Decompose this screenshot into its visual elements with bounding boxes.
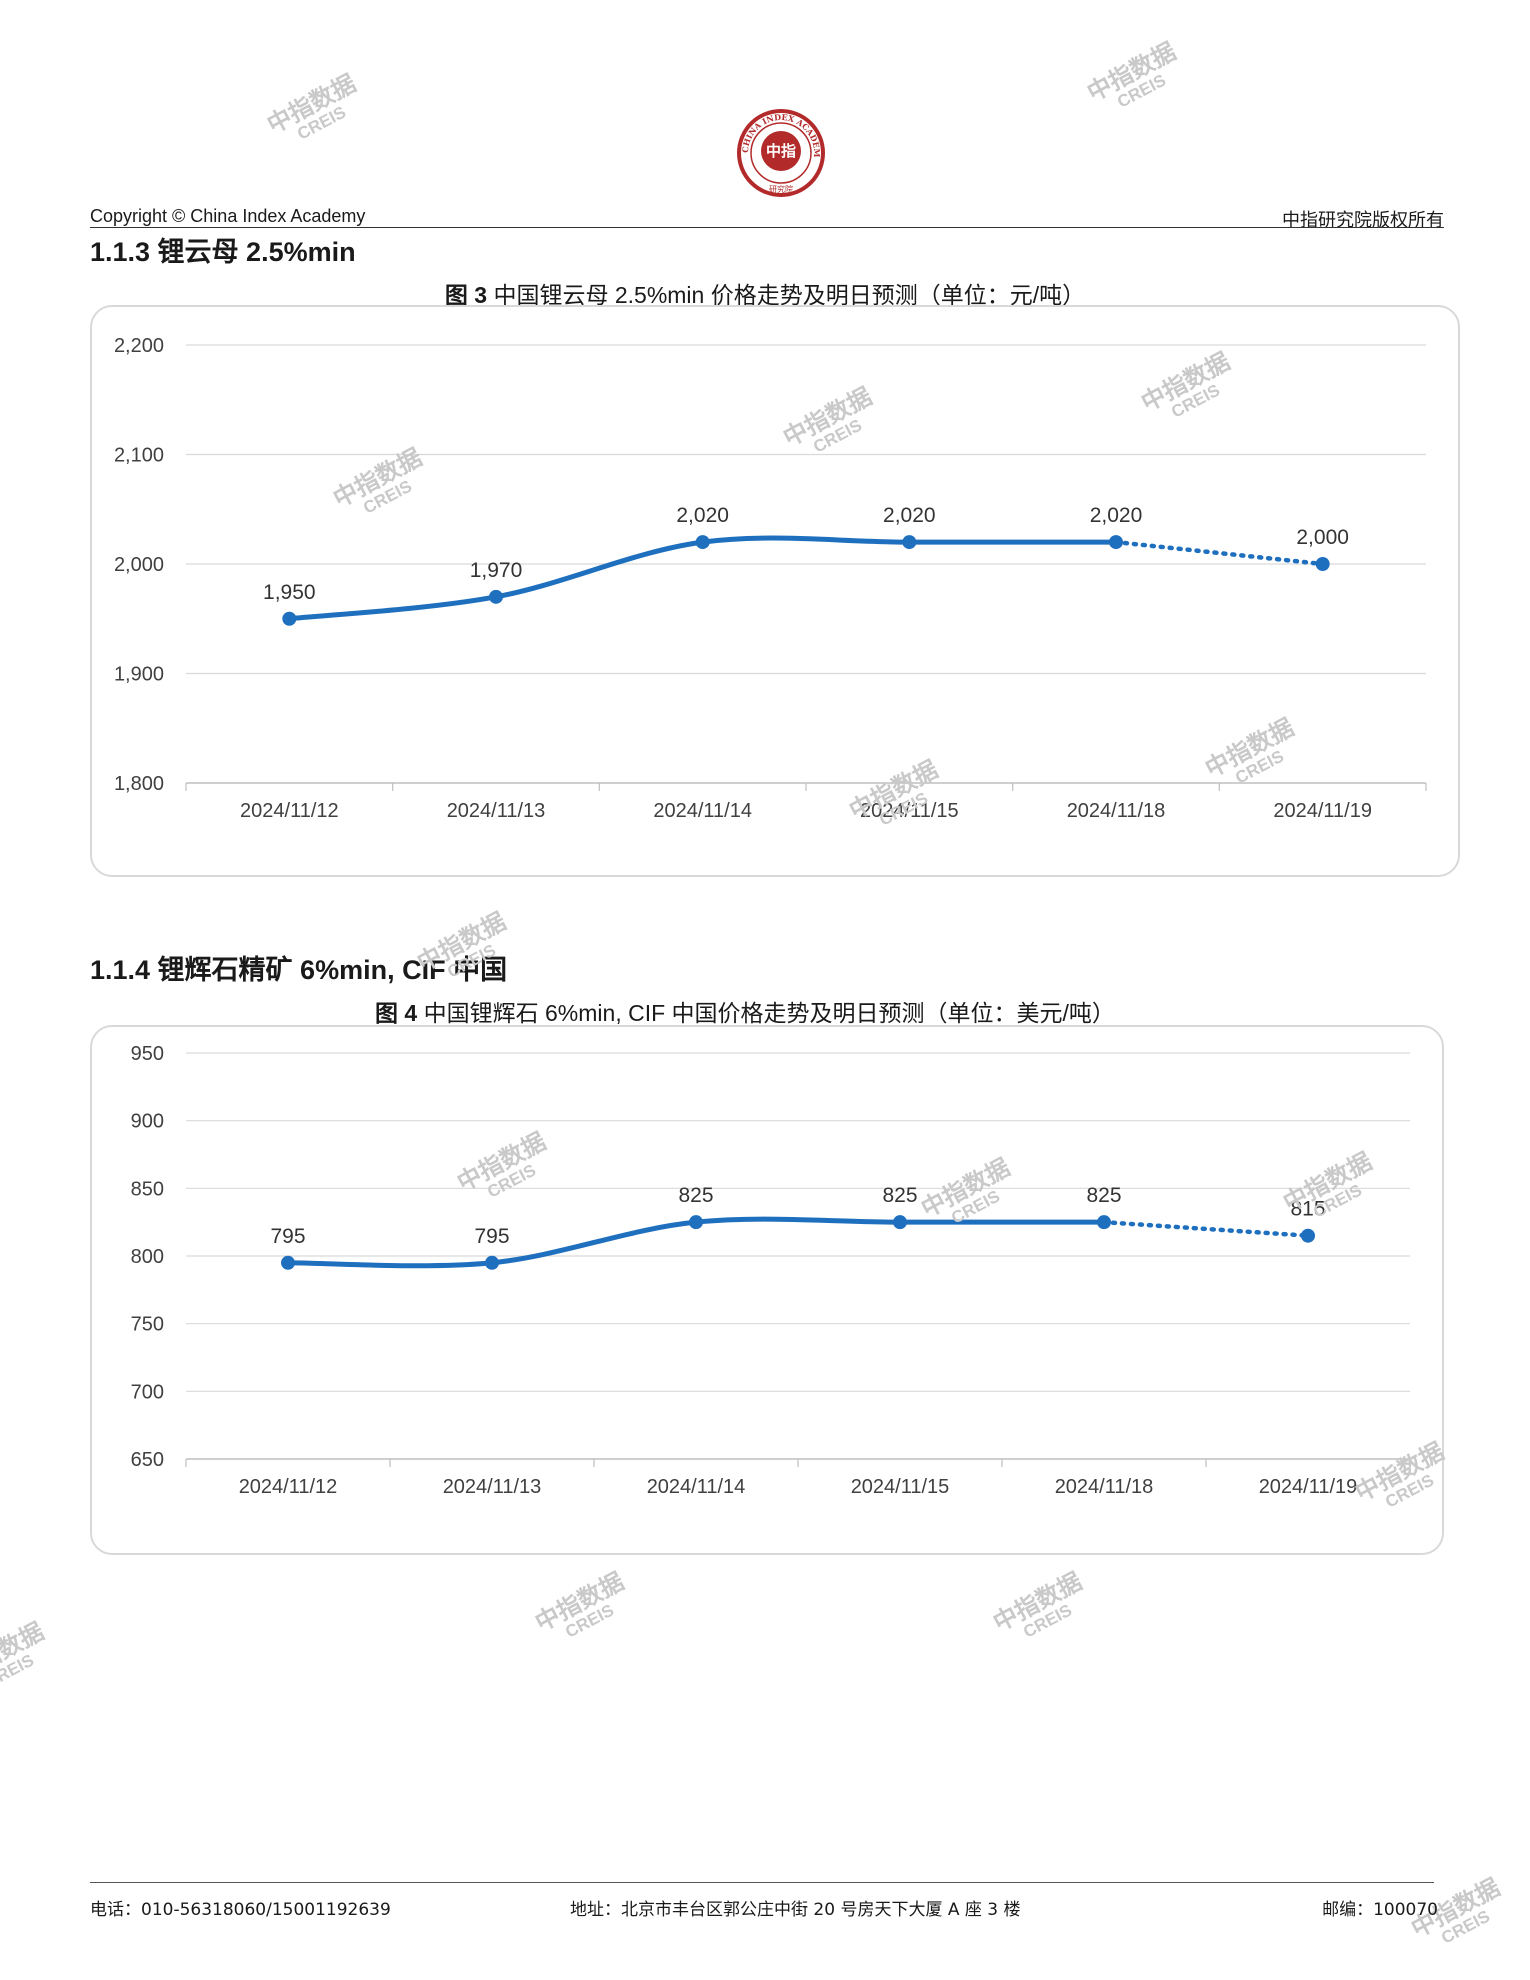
forecast-point [1301,1228,1315,1243]
chart-card-figure-4: 650 700 750 800 850 900 950 2024/11/12 2024/11/1… [90,1025,1444,1555]
figure-4-number: 图 4 [375,1000,418,1026]
figure-3-title: 图 3 中国锂云母 2.5%min 价格走势及明日预测（单位：元/吨） [0,276,1530,310]
data-point [489,589,503,604]
china-index-academy-seal-logo: CHINA INDEX ACADEMY 中指 研究院 [736,108,825,197]
svg-text:研究院: 研究院 [769,184,793,194]
rights-text: 中指研究院版权所有 [1282,210,1444,231]
copyright-text: Copyright © China Index Academy [90,206,366,226]
y-tick-label: 700 [131,1381,164,1403]
y-tick-label: 1,800 [114,773,164,795]
y-tick-label: 2,100 [114,445,164,467]
data-point [1109,535,1123,550]
y-tick-label: 750 [131,1314,164,1336]
data-point [689,1215,703,1230]
figure-3-caption: 中国锂云母 2.5%min 价格走势及明日预测（单位：元/吨） [487,282,1086,308]
watermark: 中指数据 CREIS [531,1568,629,1642]
y-tick-label: 650 [131,1449,164,1471]
figure-3-number: 图 3 [444,282,488,308]
actual-price-line [286,535,1119,622]
figure-4-caption: 中国锂辉石 6%min, CIF 中国价格走势及明日预测（单位：美元/吨） [417,1000,1115,1026]
watermark: 中指数据 CREIS [263,70,361,144]
section-heading-lepidolite: 1.1.3 锂云母 2.5%min [90,237,356,267]
y-tick-label: 950 [131,1043,164,1065]
data-point [695,535,710,550]
data-label: 825 [882,1184,917,1207]
data-point [485,1255,499,1270]
x-tick-label: 2024/11/15 [851,1476,950,1498]
data-point [1097,1215,1111,1230]
watermark: 中指数据 CREIS [1083,38,1181,112]
y-tick-label: 2,200 [114,335,164,357]
footer-address: 地址：北京市丰台区郭公庄中街 20 号房天下大厦 A 座 3 楼 [570,1900,1021,1920]
data-label: 2,000 [1296,526,1349,549]
watermark: 中指数据 CREIS [989,1568,1087,1642]
x-tick-label: 2024/11/18 [1055,1476,1154,1498]
x-tick-label: 2024/11/13 [443,1476,542,1498]
data-point [281,1255,295,1270]
data-label: 825 [1086,1184,1121,1207]
data-label: 2,020 [1090,504,1143,527]
x-tick-label: 2024/11/14 [653,800,752,822]
spodumene-price-chart: 650 700 750 800 850 900 950 2024/11/12 2024/11/1… [131,1043,1411,1498]
x-tick-label: 2024/11/15 [860,800,959,822]
footer-rule [90,1882,1434,1883]
x-tick-label: 2024/11/12 [240,800,339,822]
chart-card-figure-3: 1,800 1,900 2,000 2,100 2,200 2024/11/12 2024/… [90,305,1460,877]
svg-text:中指: 中指 [766,142,796,160]
section-heading-spodumene: 1.1.4 锂辉石精矿 6%min, CIF 中国 [90,955,508,985]
forecast-point [1315,557,1330,571]
header-rule [90,227,1444,228]
data-point [902,535,917,550]
data-label: 1,950 [263,581,316,604]
figure-4-title: 图 4 中国锂辉石 6%min, CIF 中国价格走势及明日预测（单位：美元/吨… [0,994,1530,1028]
data-label: 825 [678,1184,713,1207]
watermark: 中指数据 CREIS [0,1618,49,1692]
data-label: 815 [1290,1198,1325,1221]
data-point [282,611,297,626]
x-tick-label: 2024/11/18 [1067,800,1166,822]
data-label: 795 [270,1225,305,1248]
x-tick-label: 2024/11/19 [1259,1476,1358,1498]
x-tick-label: 2024/11/13 [447,800,546,822]
forecast-price-line [1113,539,1325,567]
data-label: 2,020 [676,504,729,527]
y-tick-label: 2,000 [114,554,164,576]
y-tick-label: 800 [131,1246,164,1268]
data-label: 2,020 [883,504,936,527]
x-tick-label: 2024/11/19 [1273,800,1372,822]
x-tick-label: 2024/11/14 [647,1476,746,1498]
footer-postcode: 邮编：100070 [1322,1900,1438,1920]
y-tick-label: 1,900 [114,664,164,686]
y-tick-label: 900 [131,1111,164,1133]
x-tick-label: 2024/11/12 [239,1476,338,1498]
data-point [893,1215,907,1230]
data-label: 1,970 [470,559,523,582]
forecast-price-line [1101,1219,1311,1238]
data-label: 795 [474,1225,509,1248]
lepidolite-price-chart: 1,800 1,900 2,000 2,100 2,200 2024/11/12 2024/… [114,335,1427,822]
y-tick-label: 850 [131,1178,164,1200]
footer-phone: 电话：010-56318060/15001192639 [90,1900,391,1920]
